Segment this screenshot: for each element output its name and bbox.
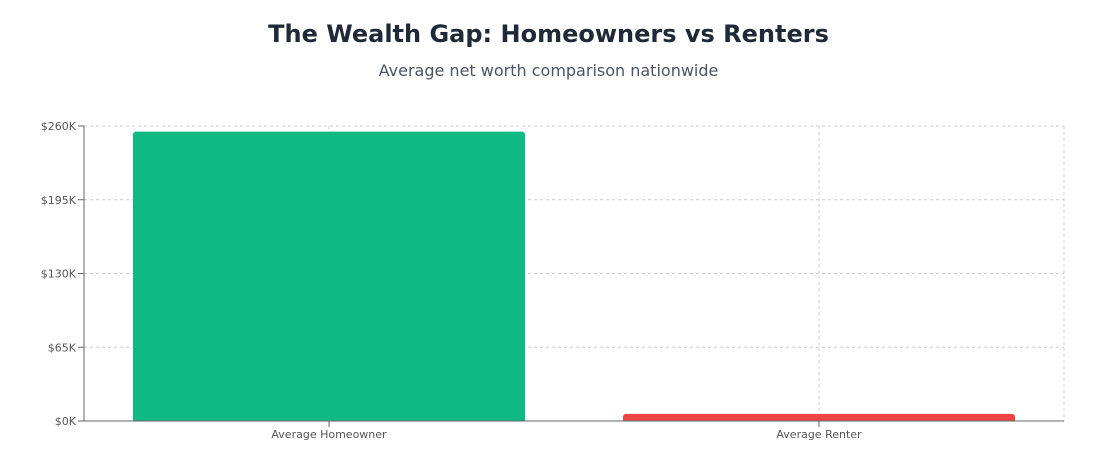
y-tick-label: $260K <box>41 120 77 133</box>
x-axis-ticks: Average Homeowner Average Renter <box>271 421 862 441</box>
y-axis-ticks: $0K $65K $130K $195K $260K <box>41 120 84 428</box>
y-tick-label: $65K <box>48 341 77 354</box>
bar-base <box>133 418 525 421</box>
x-tick-label: Average Renter <box>776 428 862 441</box>
chart-title: The Wealth Gap: Homeowners vs Renters <box>268 20 829 48</box>
chart-subtitle: Average net worth comparison nationwide <box>378 61 719 80</box>
bar-average-homeowner[interactable] <box>133 131 525 421</box>
y-tick-label: $0K <box>55 415 77 428</box>
y-tick-label: $195K <box>41 194 77 207</box>
x-tick-label: Average Homeowner <box>271 428 387 441</box>
bars <box>133 131 1015 421</box>
bar-base <box>623 418 1015 421</box>
y-tick-label: $130K <box>41 268 77 281</box>
